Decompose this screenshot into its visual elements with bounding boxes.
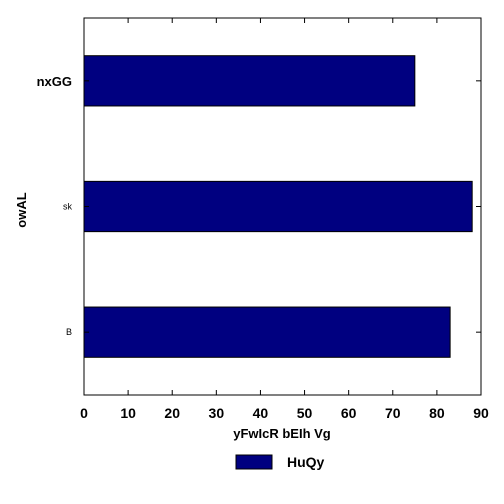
y-tick-label: B <box>66 327 72 337</box>
x-axis: 0 10 20 30 40 50 60 70 80 90 <box>80 18 489 421</box>
x-tick-label: 60 <box>341 405 357 421</box>
x-tick-label: 80 <box>429 405 445 421</box>
x-tick-label: 40 <box>253 405 269 421</box>
x-tick-label: 70 <box>385 405 401 421</box>
y-tick-label: nxGG <box>37 74 72 89</box>
legend-label: HuQy <box>287 454 325 470</box>
x-tick-label: 90 <box>473 405 489 421</box>
bar <box>83 55 416 107</box>
bars-group <box>83 55 473 358</box>
x-tick-label: 10 <box>120 405 136 421</box>
bar <box>83 306 451 358</box>
y-axis: nxGG sk B <box>37 74 481 337</box>
x-tick-label: 50 <box>297 405 313 421</box>
legend: HuQy <box>235 454 325 470</box>
legend-swatch <box>235 454 273 470</box>
bar <box>83 180 473 233</box>
y-axis-title: owAL <box>14 192 29 227</box>
x-tick-label: 0 <box>80 405 88 421</box>
x-axis-title: yFwIcR bEIh Vg <box>233 426 331 441</box>
x-tick-label: 20 <box>164 405 180 421</box>
x-tick-label: 30 <box>209 405 225 421</box>
y-tick-label: sk <box>63 202 73 212</box>
